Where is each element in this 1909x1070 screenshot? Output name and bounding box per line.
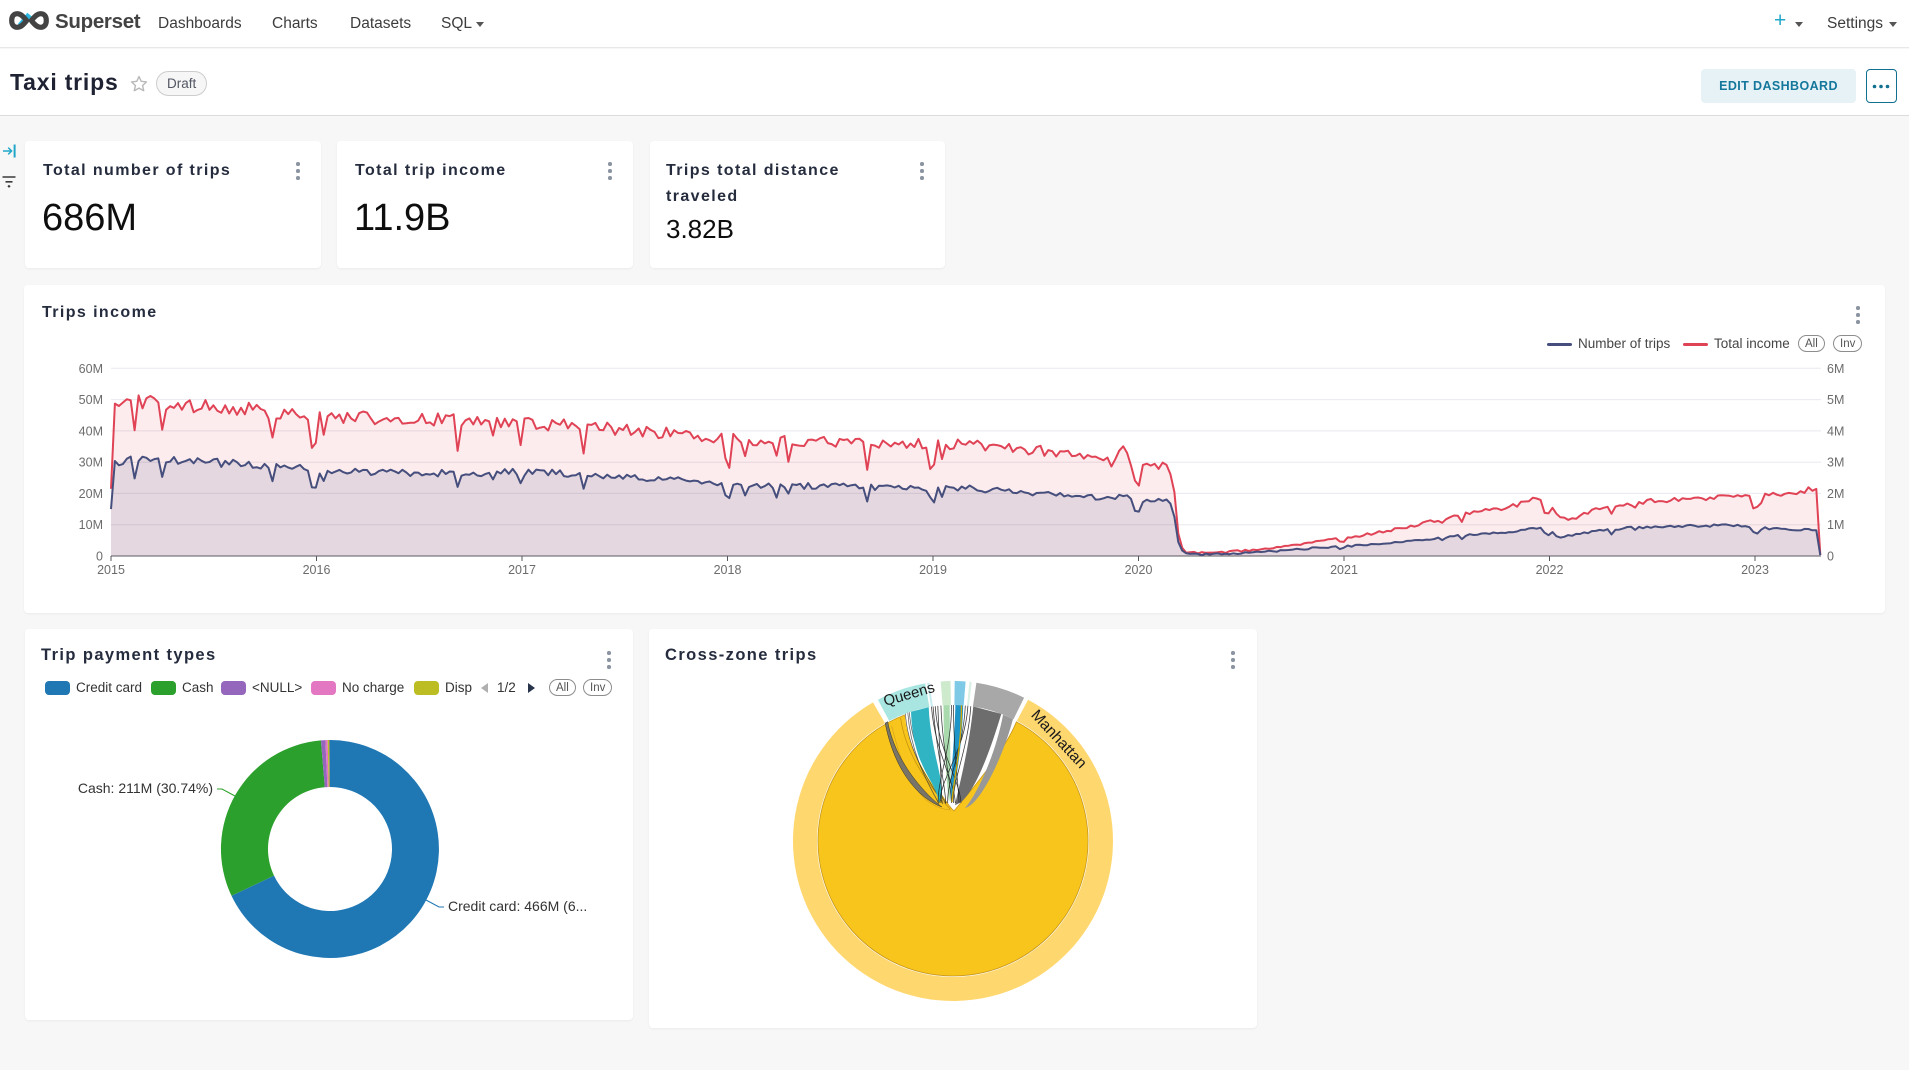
svg-text:2016: 2016 [303,563,331,577]
svg-text:2015: 2015 [97,563,125,577]
svg-text:2M: 2M [1827,487,1844,501]
svg-text:30M: 30M [79,456,103,470]
svg-text:2022: 2022 [1536,563,1564,577]
svg-text:50M: 50M [79,393,103,407]
svg-text:2021: 2021 [1330,563,1358,577]
svg-text:5M: 5M [1827,393,1844,407]
svg-text:6M: 6M [1827,362,1844,376]
svg-text:2020: 2020 [1125,563,1153,577]
svg-text:2018: 2018 [714,563,742,577]
svg-text:10M: 10M [79,518,103,532]
svg-text:2023: 2023 [1741,563,1769,577]
svg-text:2019: 2019 [919,563,947,577]
svg-text:60M: 60M [79,362,103,376]
svg-text:0: 0 [1827,550,1834,564]
svg-text:0: 0 [96,550,103,564]
svg-text:40M: 40M [79,424,103,438]
svg-text:Credit card: 466M (6...: Credit card: 466M (6... [448,898,587,914]
svg-text:20M: 20M [79,487,103,501]
svg-text:2017: 2017 [508,563,536,577]
svg-text:3M: 3M [1827,456,1844,470]
svg-text:4M: 4M [1827,424,1844,438]
svg-text:1M: 1M [1827,518,1844,532]
svg-text:Cash: 211M (30.74%): Cash: 211M (30.74%) [78,780,213,796]
